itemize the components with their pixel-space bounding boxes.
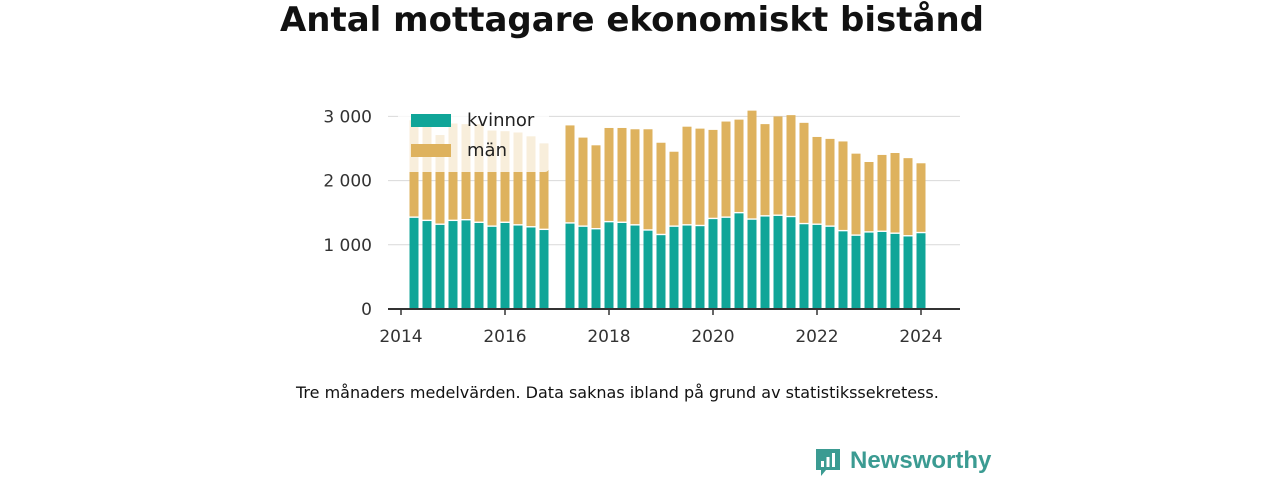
- bar-kvinnor[interactable]: [838, 231, 848, 309]
- bar-man[interactable]: [890, 153, 900, 233]
- x-tick-label: 2024: [899, 327, 942, 347]
- bar-man[interactable]: [656, 142, 666, 234]
- y-tick-label: 2 000: [323, 172, 372, 192]
- bar-kvinnor[interactable]: [799, 224, 809, 309]
- bar-kvinnor[interactable]: [500, 222, 510, 309]
- bar-kvinnor[interactable]: [643, 230, 653, 309]
- bar-kvinnor[interactable]: [448, 221, 458, 309]
- bar-kvinnor[interactable]: [578, 226, 588, 309]
- bar-man[interactable]: [773, 116, 783, 215]
- bar-man[interactable]: [682, 126, 692, 225]
- bar-man[interactable]: [643, 129, 653, 230]
- bar-kvinnor[interactable]: [773, 215, 783, 309]
- legend-label: kvinnor: [467, 110, 535, 131]
- bar-man[interactable]: [422, 124, 432, 220]
- bar-kvinnor[interactable]: [513, 225, 523, 309]
- bar-man[interactable]: [864, 162, 874, 232]
- newsworthy-logo-icon: [816, 449, 840, 476]
- bar-kvinnor[interactable]: [539, 230, 549, 309]
- bar-man[interactable]: [825, 138, 835, 226]
- bar-man[interactable]: [799, 122, 809, 223]
- bar-kvinnor[interactable]: [422, 221, 432, 309]
- chart-title: Antal mottagare ekonomiskt bistånd: [279, 0, 985, 40]
- bar-man[interactable]: [760, 124, 770, 216]
- bar-man[interactable]: [851, 153, 861, 235]
- bar-man[interactable]: [708, 129, 718, 218]
- chart-note: Tre månaders medelvärden. Data saknas ib…: [296, 383, 939, 402]
- bar-kvinnor[interactable]: [864, 232, 874, 309]
- bar-man[interactable]: [604, 127, 614, 221]
- bar-kvinnor[interactable]: [630, 225, 640, 309]
- legend-swatch-man: [411, 144, 451, 157]
- bar-man[interactable]: [916, 163, 926, 232]
- bar-series: [409, 110, 926, 309]
- bar-man[interactable]: [539, 143, 549, 229]
- bar-man[interactable]: [565, 125, 575, 223]
- bar-kvinnor[interactable]: [786, 217, 796, 309]
- bar-kvinnor[interactable]: [916, 233, 926, 309]
- bar-kvinnor[interactable]: [409, 217, 419, 309]
- bar-man[interactable]: [526, 136, 536, 227]
- bar-man[interactable]: [435, 135, 445, 224]
- bar-kvinnor[interactable]: [617, 222, 627, 309]
- newsworthy-logo-text: Newsworthy: [850, 447, 992, 474]
- bar-kvinnor[interactable]: [708, 219, 718, 309]
- x-tick-label: 2016: [483, 327, 526, 347]
- bar-man[interactable]: [721, 121, 731, 217]
- bar-kvinnor[interactable]: [435, 224, 445, 309]
- bar-kvinnor[interactable]: [851, 235, 861, 309]
- bar-kvinnor[interactable]: [682, 225, 692, 309]
- bar-man[interactable]: [669, 151, 679, 226]
- axes: 0 1 000 2 000 3 000 2014 2016 2018 2020 2022 2024: [323, 107, 960, 347]
- bar-man[interactable]: [591, 145, 601, 228]
- bar-man[interactable]: [578, 137, 588, 226]
- y-tick-label: 0: [361, 300, 372, 320]
- bar-kvinnor[interactable]: [669, 226, 679, 309]
- legend-label: män: [467, 140, 507, 161]
- x-tick-label: 2018: [587, 327, 630, 347]
- bar-kvinnor[interactable]: [890, 233, 900, 309]
- bar-kvinnor[interactable]: [474, 222, 484, 309]
- bar-kvinnor[interactable]: [903, 236, 913, 309]
- bar-man[interactable]: [513, 132, 523, 225]
- bar-man[interactable]: [487, 130, 497, 226]
- x-tick-label: 2022: [795, 327, 838, 347]
- bar-man[interactable]: [786, 115, 796, 216]
- bar-kvinnor[interactable]: [877, 231, 887, 309]
- bar-man[interactable]: [630, 129, 640, 225]
- bar-kvinnor[interactable]: [721, 217, 731, 309]
- bar-man[interactable]: [747, 110, 757, 219]
- y-tick-label: 3 000: [323, 107, 372, 127]
- bar-man[interactable]: [734, 119, 744, 212]
- bar-kvinnor[interactable]: [734, 213, 744, 309]
- y-tick-label: 1 000: [323, 236, 372, 256]
- bar-kvinnor[interactable]: [604, 222, 614, 309]
- bar-man[interactable]: [474, 124, 484, 222]
- bar-man[interactable]: [903, 158, 913, 236]
- bar-kvinnor[interactable]: [461, 220, 471, 309]
- bar-kvinnor[interactable]: [695, 226, 705, 309]
- bar-man[interactable]: [812, 136, 822, 224]
- legend-swatch-kvinnor: [411, 114, 451, 127]
- bar-kvinnor[interactable]: [565, 223, 575, 309]
- bar-man[interactable]: [617, 127, 627, 222]
- bar-man[interactable]: [838, 141, 848, 230]
- bar-kvinnor[interactable]: [487, 226, 497, 309]
- bar-kvinnor[interactable]: [656, 235, 666, 309]
- legend: kvinnor män: [398, 104, 549, 172]
- bar-kvinnor[interactable]: [747, 219, 757, 309]
- bar-kvinnor[interactable]: [591, 229, 601, 309]
- bar-kvinnor[interactable]: [760, 216, 770, 309]
- bar-man[interactable]: [500, 131, 510, 222]
- bar-man[interactable]: [877, 154, 887, 231]
- bar-man[interactable]: [695, 128, 705, 225]
- bar-kvinnor[interactable]: [812, 224, 822, 309]
- bar-kvinnor[interactable]: [526, 227, 536, 309]
- x-tick-label: 2020: [691, 327, 734, 347]
- x-tick-label: 2014: [379, 327, 422, 347]
- bar-kvinnor[interactable]: [825, 226, 835, 309]
